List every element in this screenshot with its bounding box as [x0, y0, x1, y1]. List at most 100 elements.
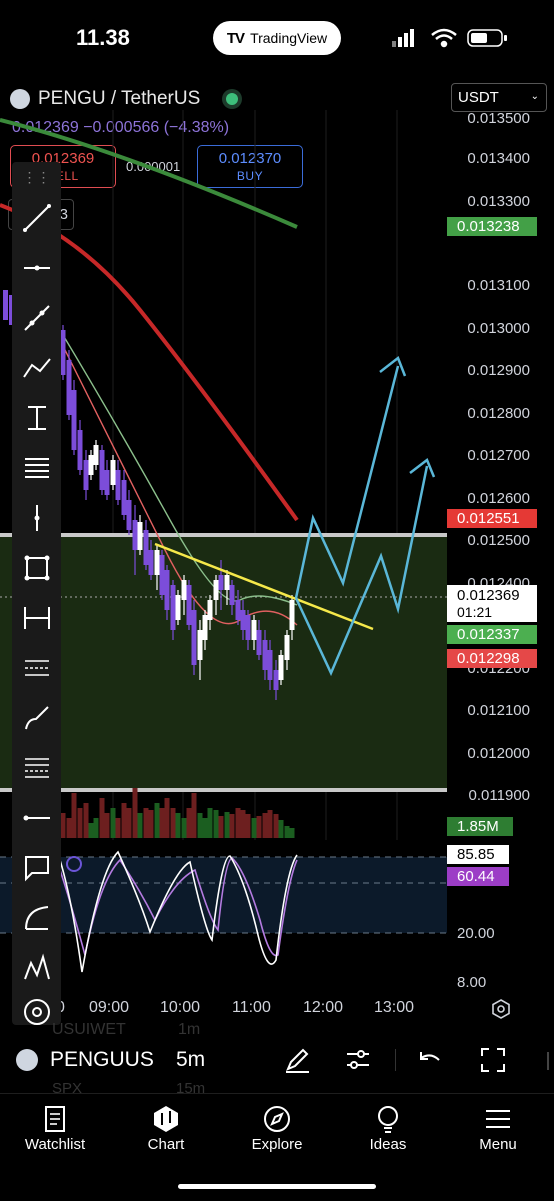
volume-bar — [218, 816, 224, 838]
candle-body — [159, 555, 165, 595]
ma-fast — [59, 329, 298, 606]
nav-explore-label: Explore — [251, 1136, 303, 1153]
stochastic-pane[interactable] — [0, 845, 447, 995]
candle-body — [60, 330, 66, 375]
volume-bars — [60, 788, 295, 838]
price-axis-label: 0.013000 — [467, 320, 530, 337]
chevron-down-icon: ⌄ — [530, 91, 539, 102]
candle-body — [191, 610, 197, 665]
chart-icon — [154, 1106, 178, 1132]
drawing-toolbar[interactable]: ⋮⋮ — [12, 162, 61, 1025]
nav-ideas[interactable]: Ideas — [338, 1102, 438, 1153]
fib-fan-tool-icon[interactable] — [12, 748, 61, 788]
volume-bar — [126, 808, 132, 838]
nav-explore[interactable]: Explore — [227, 1102, 327, 1153]
volume-bar — [88, 823, 94, 838]
candle-body — [267, 650, 273, 680]
rectangle-tool-icon[interactable] — [12, 548, 61, 588]
projection-arrow-lower — [294, 465, 429, 677]
candle-body — [154, 550, 160, 575]
volume-bar — [267, 810, 273, 838]
date-range-tool-icon[interactable] — [12, 598, 61, 638]
candle-body — [132, 520, 138, 550]
ma-fast-tag: 0.012337 — [447, 625, 537, 644]
ghost-interval-1: 1m — [178, 1021, 201, 1038]
trend-line-tool-icon[interactable] — [12, 198, 61, 238]
brush-tool-icon[interactable] — [12, 698, 61, 738]
horizontal-line-tool-icon[interactable] — [12, 798, 61, 838]
nav-chart[interactable]: Chart — [116, 1102, 216, 1153]
volume-bar — [191, 793, 197, 838]
volume-bar — [159, 808, 165, 838]
time-axis-label: 10:00 — [160, 999, 201, 1016]
fib-retracement-tool-icon[interactable] — [12, 448, 61, 488]
buy-label: BUY — [236, 169, 264, 183]
tradingview-pill[interactable]: TV TradingView — [213, 21, 341, 55]
candle-body — [278, 655, 284, 680]
pattern-tool-icon[interactable] — [12, 948, 61, 988]
time-axis-label: 12:00 — [303, 999, 344, 1016]
volume-tag: 1.85M — [447, 817, 513, 836]
current-price-tag: 0.012369 01:21 — [447, 585, 537, 622]
ma-red-tag: 0.012551 — [447, 509, 537, 528]
callout-tool-icon[interactable] — [12, 848, 61, 888]
volume-bar — [207, 808, 213, 838]
more-tools-icon[interactable] — [12, 992, 61, 1032]
nav-menu-label: Menu — [479, 1136, 517, 1153]
vertical-line-tool-icon[interactable] — [12, 498, 61, 538]
interval-button[interactable]: 5m — [176, 1048, 206, 1071]
fullscreen-icon[interactable] — [479, 1046, 507, 1074]
bottom-symbol[interactable]: PENGUUS — [50, 1048, 154, 1071]
price-axis-label: 0.012500 — [467, 532, 530, 549]
price-chart[interactable] — [0, 110, 447, 840]
symbol-name: PENGU / TetherUS — [38, 88, 201, 109]
support-zone — [0, 535, 447, 790]
parallel-channel-tool-icon[interactable] — [12, 298, 61, 338]
candle-body — [175, 595, 181, 620]
battery-icon — [467, 29, 507, 47]
nav-watchlist[interactable]: Watchlist — [5, 1102, 105, 1153]
nav-watchlist-label: Watchlist — [24, 1136, 86, 1153]
bottom-navigation: Watchlist Chart Explore Ideas Menu — [0, 1093, 554, 1201]
horizontal-ray-tool-icon[interactable] — [12, 248, 61, 288]
stoch-level-20: 20.00 — [457, 925, 495, 942]
candle-body — [66, 360, 72, 415]
undo-icon[interactable] — [417, 1048, 443, 1072]
price-change-line: 0.012369 −0.000566 (−4.38%) — [12, 119, 229, 137]
ma-slow-tag: 0.012298 — [447, 649, 537, 668]
buy-button[interactable]: 0.012370 BUY — [197, 145, 303, 188]
currency-select[interactable]: USDT ⌄ — [451, 83, 547, 112]
path-tool-icon[interactable] — [12, 348, 61, 388]
drag-handle-icon[interactable]: ⋮⋮ — [22, 168, 51, 185]
volume-bar — [175, 813, 181, 838]
time-axis-label: 13:00 — [374, 999, 415, 1016]
candle-body — [71, 390, 77, 450]
home-indicator — [178, 1184, 376, 1189]
candle-body — [289, 600, 295, 630]
volume-bar — [121, 803, 127, 838]
candle-body — [224, 575, 230, 590]
volume-bar — [99, 798, 105, 838]
candle-body — [121, 480, 127, 515]
divider — [395, 1049, 396, 1071]
arc-tool-icon[interactable] — [12, 898, 61, 938]
indicator-count: 3 — [59, 206, 68, 223]
nav-menu[interactable]: Menu — [448, 1102, 548, 1153]
volume-bar — [132, 788, 138, 838]
symbol-header[interactable]: PENGU / TetherUS — [10, 86, 239, 112]
drawing-pen-icon[interactable] — [283, 1046, 311, 1074]
status-icons — [392, 28, 507, 48]
price-axis-label: 0.013500 — [467, 110, 530, 127]
settings-hex-icon[interactable] — [490, 998, 512, 1020]
indicators-icon[interactable] — [344, 1046, 372, 1074]
volume-bar — [170, 808, 176, 838]
regression-tool-icon[interactable] — [12, 648, 61, 688]
candle-body — [143, 530, 149, 565]
volume-bar — [284, 826, 290, 838]
price-range-tool-icon[interactable] — [12, 398, 61, 438]
buy-price: 0.012370 — [218, 150, 282, 167]
candle-body — [245, 615, 251, 640]
ghost-symbol-2: SPX — [52, 1080, 83, 1097]
candle-body — [126, 500, 132, 530]
price-change: −0.000566 (−4.38%) — [83, 119, 230, 136]
